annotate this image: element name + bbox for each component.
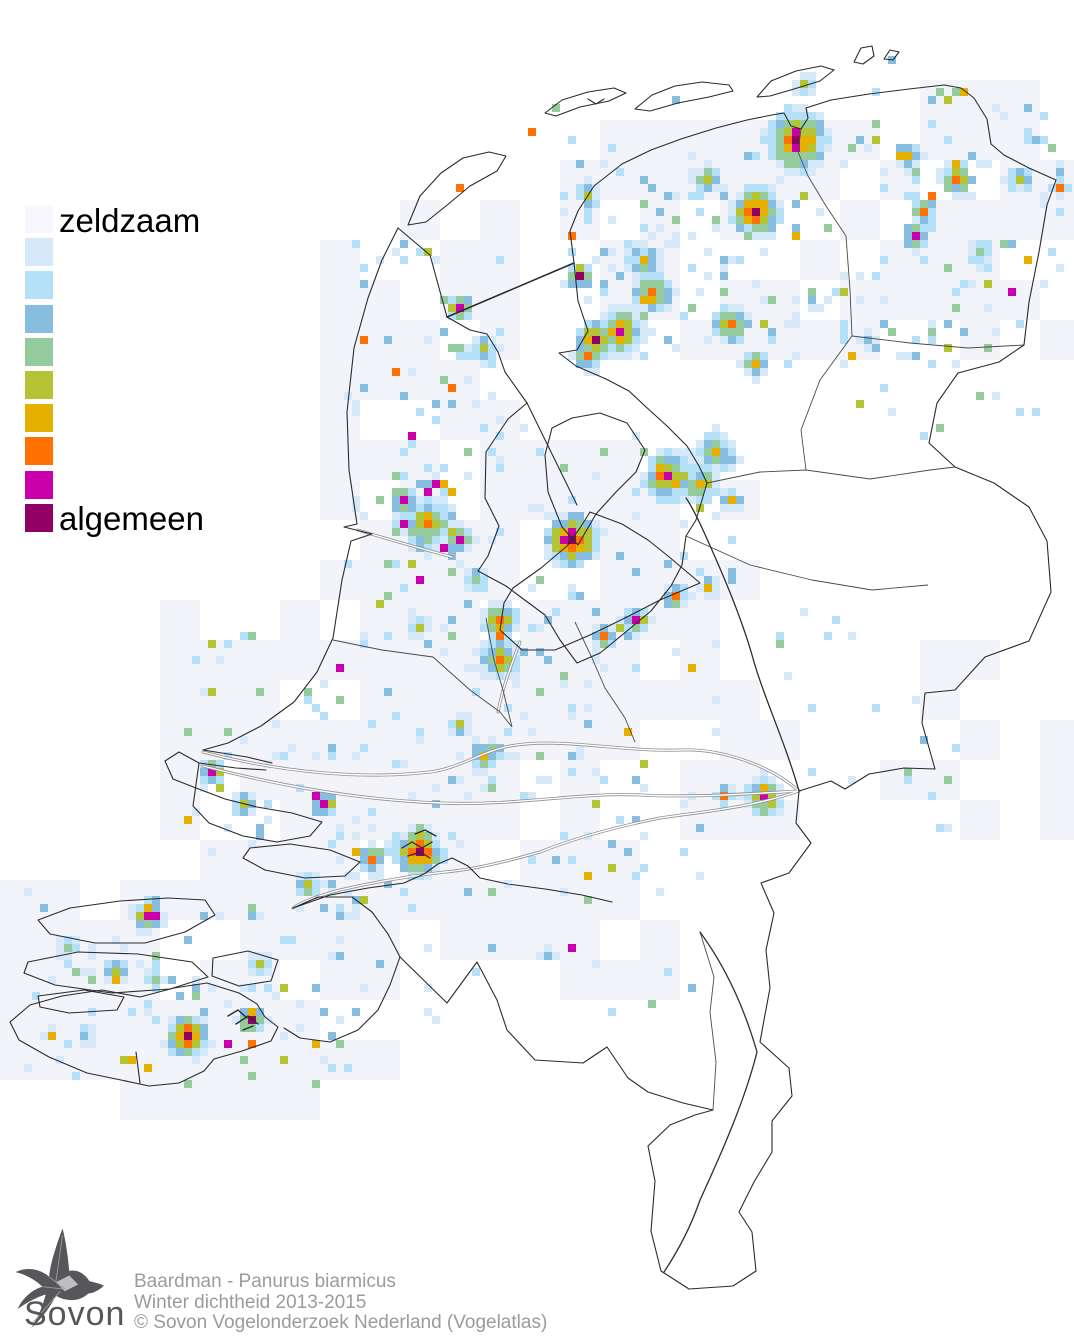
province-borders <box>332 128 1025 1111</box>
sovon-logo <box>15 1228 104 1329</box>
map-caption: Baardman - Panurus biarmicus Winter dich… <box>134 1271 548 1334</box>
sovon-wordmark: Sovon <box>24 1295 126 1333</box>
species-title: Baardman - Panurus biarmicus <box>134 1271 396 1292</box>
coastline-outlines <box>9 45 1057 1290</box>
map-subtitle: Winter dichtheid 2013-2015 <box>134 1291 367 1313</box>
copyright-line: © Sovon Vogelonderzoek Nederland (Vogela… <box>134 1312 548 1333</box>
swallow-icon <box>15 1228 104 1329</box>
density-cell-layer <box>24 56 1072 1088</box>
